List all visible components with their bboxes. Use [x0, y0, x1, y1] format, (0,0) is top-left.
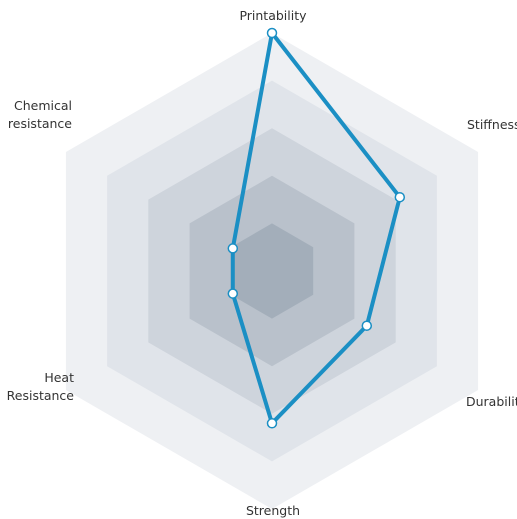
- axis-labels: Printability Stiffness Durability Strength H…: [7, 8, 517, 518]
- radar-ring-1: [230, 223, 314, 319]
- series-group: [227, 27, 406, 429]
- data-point-durability: [361, 320, 373, 331]
- axis-label-1: Stiffness: [467, 117, 517, 132]
- axis-label-5: Chemical resistance: [8, 98, 72, 131]
- data-point-chemical-resistance: [227, 243, 239, 254]
- axis-label-2: Durability: [466, 394, 517, 409]
- data-point-printability: [266, 27, 278, 39]
- data-point-strength: [266, 418, 278, 429]
- axis-label-3: Strength: [246, 503, 300, 518]
- axis-label-0: Printability: [239, 8, 307, 23]
- data-point-heat-resistance: [227, 288, 239, 299]
- radar-rings: [65, 33, 479, 509]
- data-point-stiffness: [394, 191, 406, 203]
- axis-label-4: Heat Resistance: [7, 370, 75, 403]
